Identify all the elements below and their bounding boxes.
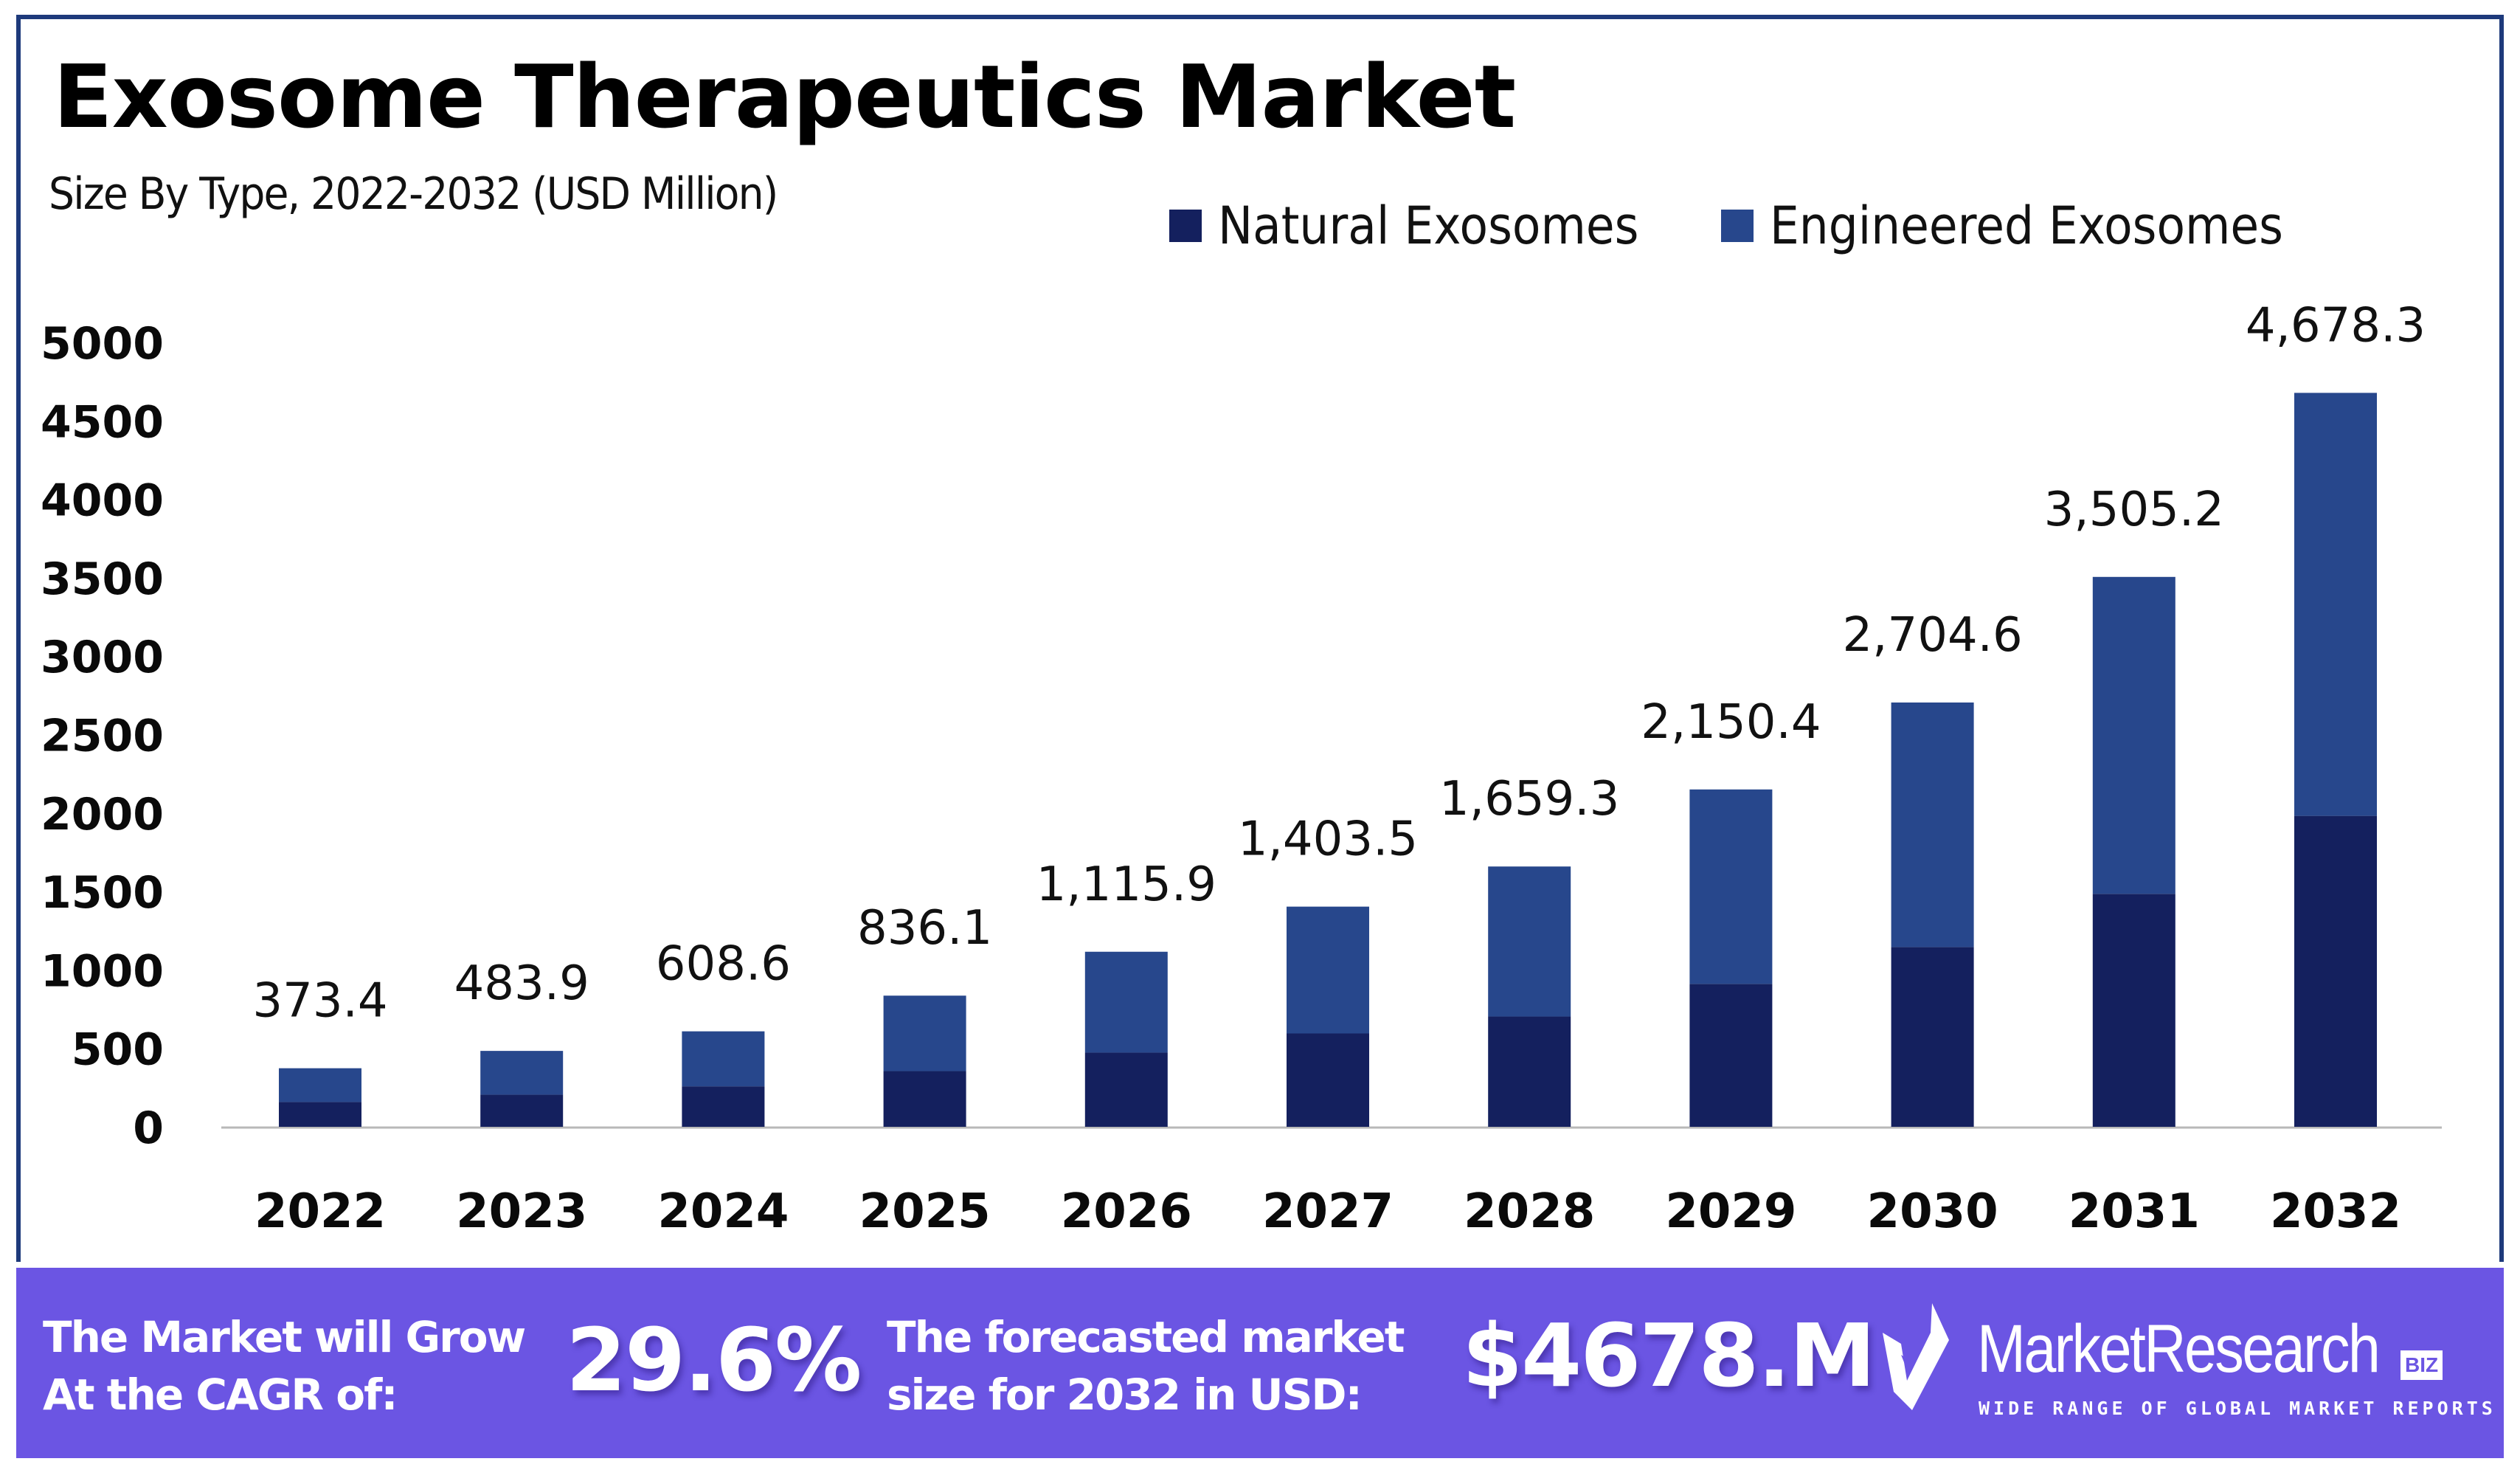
bar-segment-natural: [883, 1071, 966, 1127]
x-tick-label: 2029: [1665, 1184, 1796, 1239]
bar-total-label: 2,704.6: [1842, 608, 2022, 663]
bar-segment-engineered: [2294, 393, 2377, 816]
legend-label-natural: Natural Exosomes: [1218, 196, 1639, 256]
bar-segment-natural: [480, 1094, 564, 1127]
bar-segment-natural: [1084, 1052, 1168, 1127]
bar-segment-natural: [1689, 984, 1773, 1127]
cagr-value: 29.6%: [566, 1309, 862, 1411]
bar-total-label: 1,403.5: [1238, 812, 1418, 867]
forecast-caption-line2: size for 2032 in USD:: [887, 1370, 1363, 1420]
bar-total-label: 373.4: [252, 974, 387, 1029]
bar-segment-engineered: [1689, 789, 1773, 984]
cagr-caption-line2: At the CAGR of:: [43, 1370, 398, 1420]
x-tick-label: 2030: [1867, 1184, 1998, 1239]
y-tick-label: 4500: [41, 396, 164, 448]
bar-total-label: 3,505.2: [2044, 483, 2224, 537]
chart-title: Exosome Therapeutics Market: [53, 46, 1516, 148]
cagr-caption: The Market will Grow At the CAGR of:: [43, 1308, 526, 1423]
y-tick-label: 1500: [41, 867, 164, 919]
x-tick-label: 2031: [2069, 1184, 2200, 1239]
chart-frame: [16, 15, 2504, 1262]
cagr-caption-line1: The Market will Grow: [43, 1312, 526, 1362]
bar-segment-engineered: [1287, 906, 1369, 1034]
bar-segment-engineered: [1488, 866, 1571, 1017]
x-tick-label: 2022: [255, 1184, 386, 1239]
forecast-value: $4678.M: [1462, 1305, 1876, 1406]
y-tick-label: 5000: [41, 318, 164, 370]
bar-total-label: 608.6: [656, 937, 791, 992]
y-tick-label: 2000: [41, 789, 164, 840]
bar-segment-natural: [2294, 815, 2377, 1127]
legend-swatch-natural: [1169, 210, 1202, 242]
y-tick-label: 4000: [41, 475, 164, 527]
legend-item-engineered: Engineered Exosomes: [1721, 196, 2340, 256]
bar-total-label: 1,659.3: [1439, 772, 1619, 826]
bar-segment-natural: [279, 1102, 361, 1127]
legend-swatch-engineered: [1721, 210, 1754, 242]
x-tick-label: 2024: [657, 1184, 789, 1239]
bar-total-label: 2,150.4: [1641, 695, 1821, 750]
forecast-caption: The forecasted market size for 2032 in U…: [887, 1308, 1405, 1423]
y-tick-label: 2500: [41, 711, 164, 762]
logo-checkmark-icon: [1883, 1303, 1949, 1410]
y-tick-label: 0: [133, 1102, 164, 1154]
x-tick-label: 2027: [1262, 1184, 1394, 1239]
bar-segment-engineered: [279, 1068, 361, 1102]
bar-segment-natural: [1891, 947, 1974, 1127]
bar-segment-engineered: [682, 1031, 765, 1087]
bar-segment-natural: [2092, 894, 2175, 1127]
bar-total-label: 1,115.9: [1036, 857, 1216, 912]
logo-badge: BIZ: [2400, 1350, 2443, 1380]
bar-total-label: 483.9: [454, 956, 589, 1011]
x-tick-label: 2028: [1464, 1184, 1595, 1239]
x-tick-label: 2026: [1061, 1184, 1192, 1239]
bar-segment-engineered: [2092, 576, 2175, 894]
chart-subtitle: Size By Type, 2022-2032 (USD Million): [49, 168, 778, 220]
forecast-caption-line1: The forecasted market: [887, 1312, 1405, 1362]
footer-banner: The Market will Grow At the CAGR of: 29.…: [16, 1268, 2504, 1458]
x-tick-label: 2023: [456, 1184, 587, 1239]
bar-segment-natural: [682, 1086, 765, 1127]
y-tick-label: 3000: [41, 632, 164, 683]
legend-item-natural: Natural Exosomes: [1169, 196, 1686, 256]
bar-segment-engineered: [1891, 703, 1974, 947]
bar-segment-engineered: [883, 995, 966, 1071]
bar-total-label: 836.1: [857, 901, 992, 956]
y-tick-label: 500: [72, 1024, 164, 1076]
x-tick-label: 2025: [859, 1184, 991, 1239]
bar-segment-engineered: [480, 1051, 564, 1095]
bar-segment-engineered: [1084, 951, 1168, 1053]
bar-segment-natural: [1287, 1033, 1369, 1127]
y-tick-label: 1000: [41, 945, 164, 997]
y-tick-label: 3500: [41, 553, 164, 605]
logo-tagline: WIDE RANGE OF GLOBAL MARKET REPORTS: [1979, 1398, 2496, 1419]
x-tick-label: 2032: [2270, 1184, 2401, 1239]
bar-segment-natural: [1488, 1016, 1571, 1127]
logo-name: MarketResearch: [1977, 1311, 2381, 1387]
legend-label-engineered: Engineered Exosomes: [1770, 196, 2283, 256]
bar-total-label: 4,678.3: [2246, 298, 2426, 353]
